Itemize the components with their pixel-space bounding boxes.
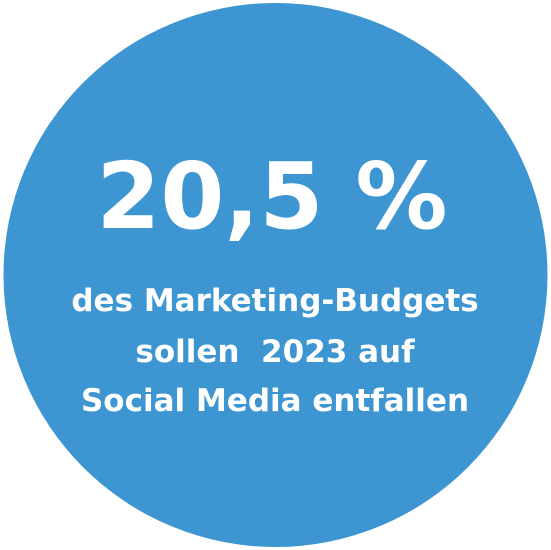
text-line: sollen 2023 auf [135, 334, 415, 370]
circle [3, 3, 548, 547]
text-line: Social Media entfallen [81, 383, 469, 419]
headline: 20,5 % [96, 143, 447, 250]
text-line: des Marketing-Budgets [71, 283, 478, 319]
